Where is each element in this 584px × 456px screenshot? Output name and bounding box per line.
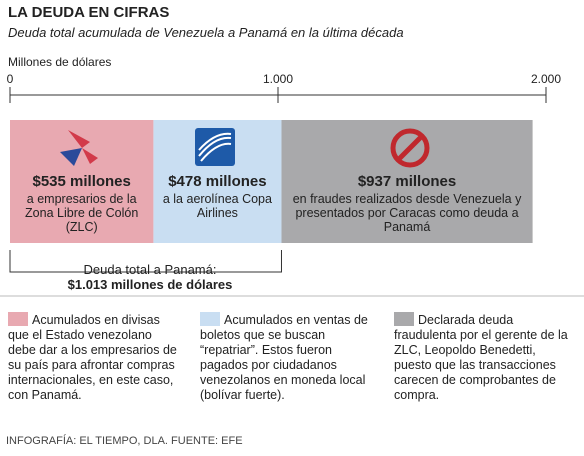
legend-text: Acumulados en divisas que el Estado vene… (8, 313, 177, 402)
legend-swatch (200, 312, 220, 326)
axis-label: Millones de dólares (8, 55, 112, 69)
x-tick-label: 1.000 (262, 72, 294, 86)
total-label: Deuda total a Panamá: (83, 262, 217, 277)
total-value: $1.013 millones de dólares (67, 277, 233, 292)
legend-entry: Declarada deuda fraudulenta por el geren… (394, 312, 569, 403)
segment-text: $937 millones en fraudes realizados desde… (283, 173, 530, 234)
airline-icon (195, 128, 235, 166)
legend-entry: Acumulados en divisas que el Estado vene… (8, 312, 183, 403)
prohibited-icon (390, 128, 430, 168)
legend-entry: Acumulados en ventas de boletos que se b… (200, 312, 375, 403)
x-tick-label: 0 (6, 72, 14, 86)
legend-text: Acumulados en ventas de boletos que se b… (200, 313, 368, 402)
value-label: $535 millones (32, 173, 131, 190)
bracket (9, 250, 282, 273)
legend-swatch (8, 312, 28, 326)
segment-text: $478 millones a la aerolínea Copa Airline… (155, 173, 279, 220)
source: INFOGRAFÍA: EL TIEMPO, DLA. FUENTE: EFE (6, 435, 243, 447)
segment-description: en fraudes realizados desde Venezuela y … (292, 192, 522, 234)
total: Deuda total a Panamá: $1.013 millones de … (0, 262, 300, 292)
title: LA DEUDA EN CIFRAS (8, 4, 170, 21)
value-label: $937 millones (357, 173, 457, 190)
subtitle: Deuda total acumulada de Venezuela a Pan… (8, 25, 404, 40)
legend-text: Declarada deuda fraudulenta por el geren… (394, 313, 568, 402)
segment-description: a la aerolínea Copa Airlines (162, 192, 272, 220)
segment-description: a empresarios de la Zona Libre de Colón … (25, 192, 139, 234)
company-icon (60, 130, 98, 166)
segment-text: $535 millones a empresarios de la Zona Li… (12, 173, 151, 234)
x-tick-label: 2.000 (530, 72, 562, 86)
bar-segment (281, 120, 533, 243)
value-label: $478 millones (168, 173, 267, 190)
legend-swatch (394, 312, 414, 326)
